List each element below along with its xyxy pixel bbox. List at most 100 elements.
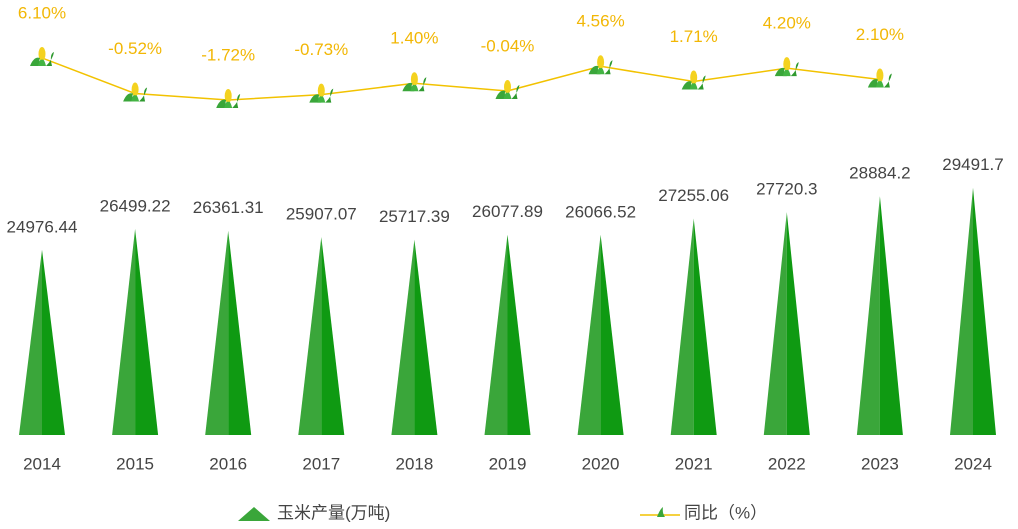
data-label: -1.72% <box>201 45 255 64</box>
legend-label: 玉米产量(万吨) <box>277 503 390 522</box>
cob <box>224 88 232 103</box>
leaf <box>38 59 46 66</box>
corn-marker <box>681 70 706 90</box>
bar-right <box>600 234 624 435</box>
bar-left <box>298 236 322 435</box>
corn-marker <box>123 82 148 102</box>
bar-right <box>507 234 531 435</box>
leaf <box>604 60 613 75</box>
data-label: 26066.52 <box>565 202 636 221</box>
bar <box>856 196 903 435</box>
bar-right <box>414 239 438 435</box>
leaf <box>782 69 791 77</box>
bar <box>298 236 345 435</box>
bar <box>391 239 438 435</box>
leaf <box>232 93 241 108</box>
data-label: 6.10% <box>18 3 66 22</box>
x-tick-label: 2015 <box>116 454 154 473</box>
data-label: 29491.7 <box>942 155 1003 174</box>
x-tick-label: 2019 <box>489 454 527 473</box>
x-tick-label: 2014 <box>23 454 61 473</box>
data-label: 26077.89 <box>472 202 543 221</box>
bar-right <box>879 196 903 435</box>
x-tick-label: 2023 <box>861 454 899 473</box>
leaf <box>697 75 706 90</box>
data-label: -0.04% <box>481 36 535 55</box>
x-tick-label: 2020 <box>582 454 620 473</box>
leaf <box>410 84 419 92</box>
x-tick-label: 2024 <box>954 454 992 473</box>
x-tick-label: 2022 <box>768 454 806 473</box>
leaf <box>883 73 892 88</box>
cob <box>131 82 139 97</box>
bar-right <box>42 249 65 435</box>
leaf <box>325 88 334 103</box>
corn-marker <box>867 68 892 88</box>
data-label: 26499.22 <box>100 196 171 215</box>
bar <box>950 187 996 435</box>
leaf <box>317 96 326 103</box>
leaf <box>596 67 605 75</box>
data-label: 4.56% <box>576 12 624 31</box>
cob <box>876 68 884 83</box>
bar-right <box>135 228 159 435</box>
bar <box>112 228 159 435</box>
bar-left <box>763 212 787 435</box>
x-tick-label: 2017 <box>302 454 340 473</box>
data-label: 27720.3 <box>756 180 817 199</box>
data-label: 25717.39 <box>379 207 450 226</box>
data-label: 28884.2 <box>849 164 910 183</box>
bar-left <box>205 230 229 435</box>
corn-marker <box>30 46 54 66</box>
data-label: -0.52% <box>108 39 162 58</box>
legend-label: 同比（%） <box>684 503 767 522</box>
leaf <box>503 92 512 99</box>
leaf <box>689 83 698 90</box>
leaf <box>418 77 427 92</box>
bar-right <box>228 230 252 435</box>
cob <box>504 79 511 94</box>
leaf <box>139 87 148 102</box>
data-label: 27255.06 <box>658 186 729 205</box>
bar-left <box>19 249 42 435</box>
bar-left <box>577 234 601 435</box>
leaf <box>875 81 884 88</box>
corn-marker <box>774 57 799 77</box>
data-label: -0.73% <box>294 40 348 59</box>
leaf <box>790 62 799 77</box>
bar <box>19 249 65 435</box>
bar <box>670 218 717 435</box>
cob <box>597 55 605 70</box>
bar-left <box>670 218 694 435</box>
bar-left <box>391 239 415 435</box>
bar <box>763 212 810 435</box>
legend-marker-icon <box>657 507 665 517</box>
bar-left <box>112 228 136 435</box>
leaf <box>511 84 520 99</box>
cob <box>410 72 418 87</box>
x-tick-label: 2016 <box>209 454 247 473</box>
bar <box>205 230 252 435</box>
corn-marker <box>495 79 520 99</box>
bar-right <box>786 212 810 435</box>
legend: 玉米产量(万吨) 同比（%） <box>238 503 767 522</box>
bar <box>484 234 531 435</box>
corn-marker <box>402 72 427 92</box>
corn-marker <box>588 55 613 75</box>
data-label: 2.10% <box>856 25 904 44</box>
bar <box>577 234 624 435</box>
data-label: 4.20% <box>763 14 811 33</box>
bar-right <box>693 218 717 435</box>
bar-left <box>856 196 880 435</box>
leaf <box>224 101 233 108</box>
leaf <box>131 95 140 102</box>
x-tick-label: 2021 <box>675 454 713 473</box>
bar-left <box>484 234 508 435</box>
corn-marker <box>309 83 334 103</box>
bar-right <box>973 187 996 435</box>
data-label: 26361.31 <box>193 198 264 217</box>
cob <box>317 83 325 98</box>
x-tick-label: 2018 <box>395 454 433 473</box>
bar-right <box>321 236 345 435</box>
